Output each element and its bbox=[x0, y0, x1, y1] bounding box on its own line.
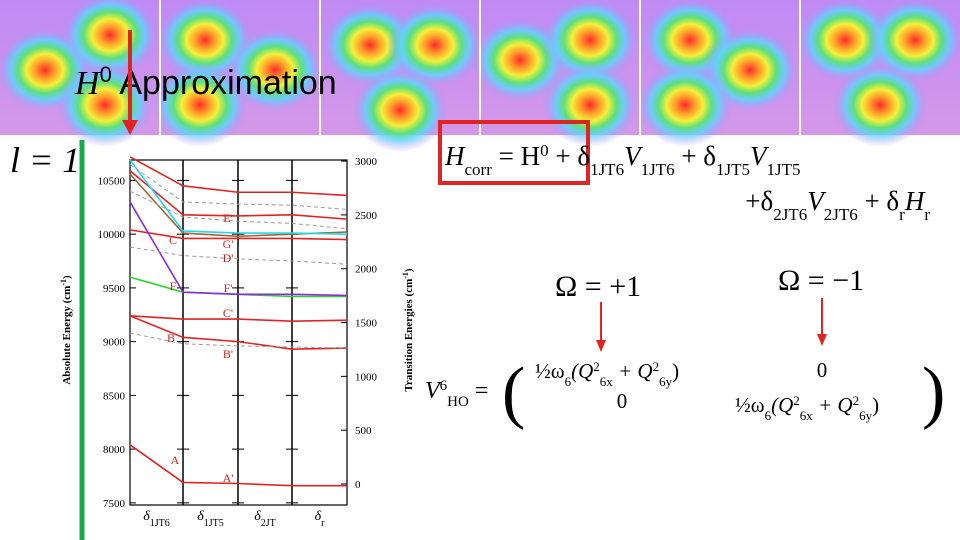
y-tick-label: 10000 bbox=[98, 229, 126, 241]
blob bbox=[352, 68, 448, 152]
arrow-head bbox=[122, 120, 138, 135]
equation-1: Hcorr = H0 + δ1JT6V1JT6 + δ1JT5V1JT5 bbox=[444, 141, 801, 179]
series-line bbox=[129, 315, 348, 323]
y2-tick-label: 0 bbox=[355, 479, 361, 491]
state-annotation: G' bbox=[223, 237, 234, 251]
state-annotation: E' bbox=[223, 211, 233, 225]
matrix-cell: ½ω6(Q26x + Q26y) bbox=[735, 393, 879, 423]
x-tick-label: δ1JT6 bbox=[143, 509, 170, 529]
matrix-lhs: V6HO = bbox=[425, 378, 488, 410]
series-line bbox=[129, 190, 348, 230]
state-annotation: A' bbox=[223, 471, 234, 485]
series-line bbox=[129, 229, 348, 241]
highlight-box bbox=[438, 120, 590, 185]
blob bbox=[542, 0, 638, 82]
equation-2: +δ2JT6V2JT6 + δrHr bbox=[745, 186, 930, 224]
y2-tick-label: 3000 bbox=[355, 156, 378, 168]
y-tick-label: 8000 bbox=[103, 444, 126, 456]
y2-tick-label: 2000 bbox=[355, 264, 378, 276]
omega-minus: Ω = −1 bbox=[778, 264, 864, 297]
series-line bbox=[129, 246, 348, 265]
blob bbox=[637, 63, 733, 147]
y-axis-label: Absolute Energy (cm-1) bbox=[59, 275, 74, 385]
x-tick-label: δr bbox=[315, 509, 326, 529]
series-line bbox=[129, 159, 348, 235]
state-annotation: C bbox=[169, 233, 177, 247]
matrix-cell: 0 bbox=[617, 389, 628, 413]
paren: ( bbox=[502, 354, 525, 431]
matrix-cell: ½ω6(Q26x + Q26y) bbox=[535, 359, 679, 389]
arrow-head bbox=[596, 340, 606, 352]
state-annotation: F' bbox=[224, 281, 233, 295]
matrix-cell: 0 bbox=[817, 358, 828, 382]
y-tick-label: 7500 bbox=[103, 498, 126, 510]
banner bbox=[0, 0, 960, 152]
blob bbox=[152, 63, 248, 147]
paren: ) bbox=[922, 354, 945, 431]
state-annotation: F bbox=[170, 279, 177, 293]
blob bbox=[797, 0, 893, 82]
y2-tick-label: 1500 bbox=[355, 318, 378, 330]
series-line bbox=[129, 201, 348, 297]
blob bbox=[387, 3, 483, 87]
series-line bbox=[129, 444, 347, 487]
y-tick-label: 9000 bbox=[103, 337, 126, 349]
series-line bbox=[129, 156, 348, 197]
series-line bbox=[129, 332, 348, 349]
series-line bbox=[129, 170, 348, 220]
blob bbox=[62, 0, 158, 77]
series-line bbox=[129, 163, 348, 210]
state-annotation: B bbox=[167, 331, 175, 345]
y2-tick-label: 2500 bbox=[355, 210, 378, 222]
series-line bbox=[129, 315, 348, 350]
blob bbox=[867, 0, 960, 82]
y-tick-label: 8500 bbox=[103, 390, 126, 402]
y2-tick-label: 1000 bbox=[355, 371, 378, 383]
blob bbox=[832, 63, 928, 147]
y-tick-label: 9500 bbox=[103, 283, 126, 295]
state-annotation: B' bbox=[223, 347, 233, 361]
y-tick-label: 10500 bbox=[98, 175, 126, 187]
state-annotation: D' bbox=[223, 251, 234, 265]
blob bbox=[227, 28, 323, 112]
x-tick-label: δ1JT5 bbox=[197, 509, 224, 529]
omega-plus: Ω = +1 bbox=[555, 270, 641, 303]
chart: 7500 8000 8500 9000 9500 10000 10500 0 500 1000 15… bbox=[98, 156, 378, 529]
state-label: l = 1 bbox=[10, 140, 80, 180]
y2-axis-label: Transition Energies (cm-1) bbox=[401, 268, 416, 392]
slide-title: H0 Approximation bbox=[74, 62, 337, 103]
blob bbox=[542, 63, 638, 147]
x-tick-label: δ2JT bbox=[254, 509, 276, 529]
state-annotation: C' bbox=[223, 306, 233, 320]
y2-tick-label: 500 bbox=[355, 425, 372, 437]
arrow-head bbox=[817, 334, 827, 346]
state-annotation: A bbox=[171, 453, 180, 467]
